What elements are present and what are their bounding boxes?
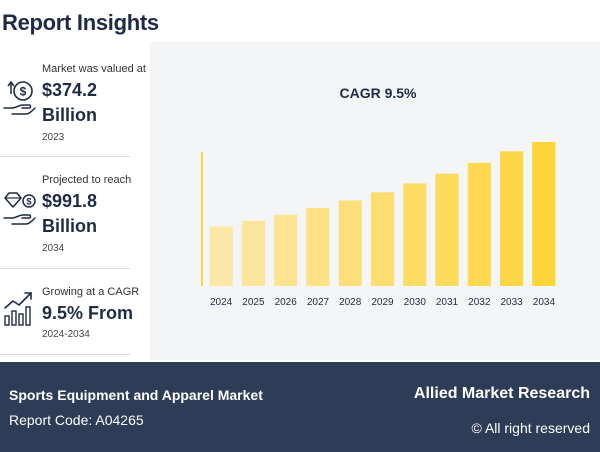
stat-unit: Billion xyxy=(42,216,97,236)
x-tick-label: 2028 xyxy=(339,297,362,308)
chart-panel: CAGR 9.5% 2024 2025 2026 2027 2028 2029 2030 20… xyxy=(150,42,600,360)
stat-caption: Market was valued at xyxy=(42,63,146,75)
bar-2032 xyxy=(467,163,491,286)
bar-2027 xyxy=(306,207,330,286)
stat-year: 2024-2034 xyxy=(42,329,90,340)
bar-2028 xyxy=(338,200,362,286)
stat-value: $991.8 xyxy=(42,191,98,211)
x-tick-label: 2024 xyxy=(210,297,233,308)
x-tick-label: 2025 xyxy=(242,297,265,308)
stat-cagr: Growing at a CAGR 9.5% From 2024-2034 xyxy=(0,284,139,354)
diamond-hand-icon: $ xyxy=(3,192,36,225)
bar-2026 xyxy=(274,214,298,286)
x-tick-label: 2029 xyxy=(371,297,394,308)
stat-unit: Billion xyxy=(42,105,97,125)
x-tick-label: 2026 xyxy=(275,297,298,308)
bar-2034 xyxy=(532,142,556,286)
bar-2031 xyxy=(435,173,459,286)
stat-value: 9.5% From xyxy=(42,303,134,323)
bar-2024 xyxy=(209,226,233,286)
stat-projected-value: $ Projected to reach $991.8 Billion 2034 xyxy=(0,172,132,267)
footer-banner: Sports Equipment and Apparel Market Repo… xyxy=(0,362,600,452)
money-hand-icon: $ xyxy=(3,80,36,115)
bar-2025 xyxy=(241,220,265,286)
x-tick-label: 2032 xyxy=(468,297,491,308)
bar-2033 xyxy=(500,151,524,286)
x-tick-label: 2031 xyxy=(436,297,459,308)
stat-value: $374.2 xyxy=(42,80,98,100)
stat-caption: Growing at a CAGR xyxy=(42,286,140,298)
x-tick-label: 2033 xyxy=(500,297,523,308)
stat-market-value: $ Market was valued at $374.2 Billion 20… xyxy=(0,60,146,155)
growth-chart-icon xyxy=(4,292,32,326)
stat-year: 2023 xyxy=(42,132,65,143)
bar-2029 xyxy=(370,192,395,286)
brand-name: Allied Market Research xyxy=(413,385,590,402)
stat-caption: Projected to reach xyxy=(42,174,132,186)
divider xyxy=(0,156,130,157)
x-tick-label: 2030 xyxy=(404,297,427,308)
page-title: Report Insights xyxy=(2,10,159,35)
stat-year: 2034 xyxy=(42,243,65,254)
bar-2030 xyxy=(403,183,427,286)
report-title: Sports Equipment and Apparel Market xyxy=(9,387,263,403)
copyright-text: © All right reserved xyxy=(471,420,590,436)
divider xyxy=(0,268,130,269)
report-code: Report Code: A04265 xyxy=(9,412,144,428)
svg-text:$: $ xyxy=(26,197,31,207)
x-tick-label: 2027 xyxy=(307,297,330,308)
chart-title: CAGR 9.5% xyxy=(339,85,417,101)
divider xyxy=(0,354,130,355)
x-tick-label: 2034 xyxy=(533,297,556,308)
bar-chart: CAGR 9.5% 2024 2025 2026 2027 2028 2029 2030 20… xyxy=(201,85,556,308)
svg-text:$: $ xyxy=(20,85,27,99)
